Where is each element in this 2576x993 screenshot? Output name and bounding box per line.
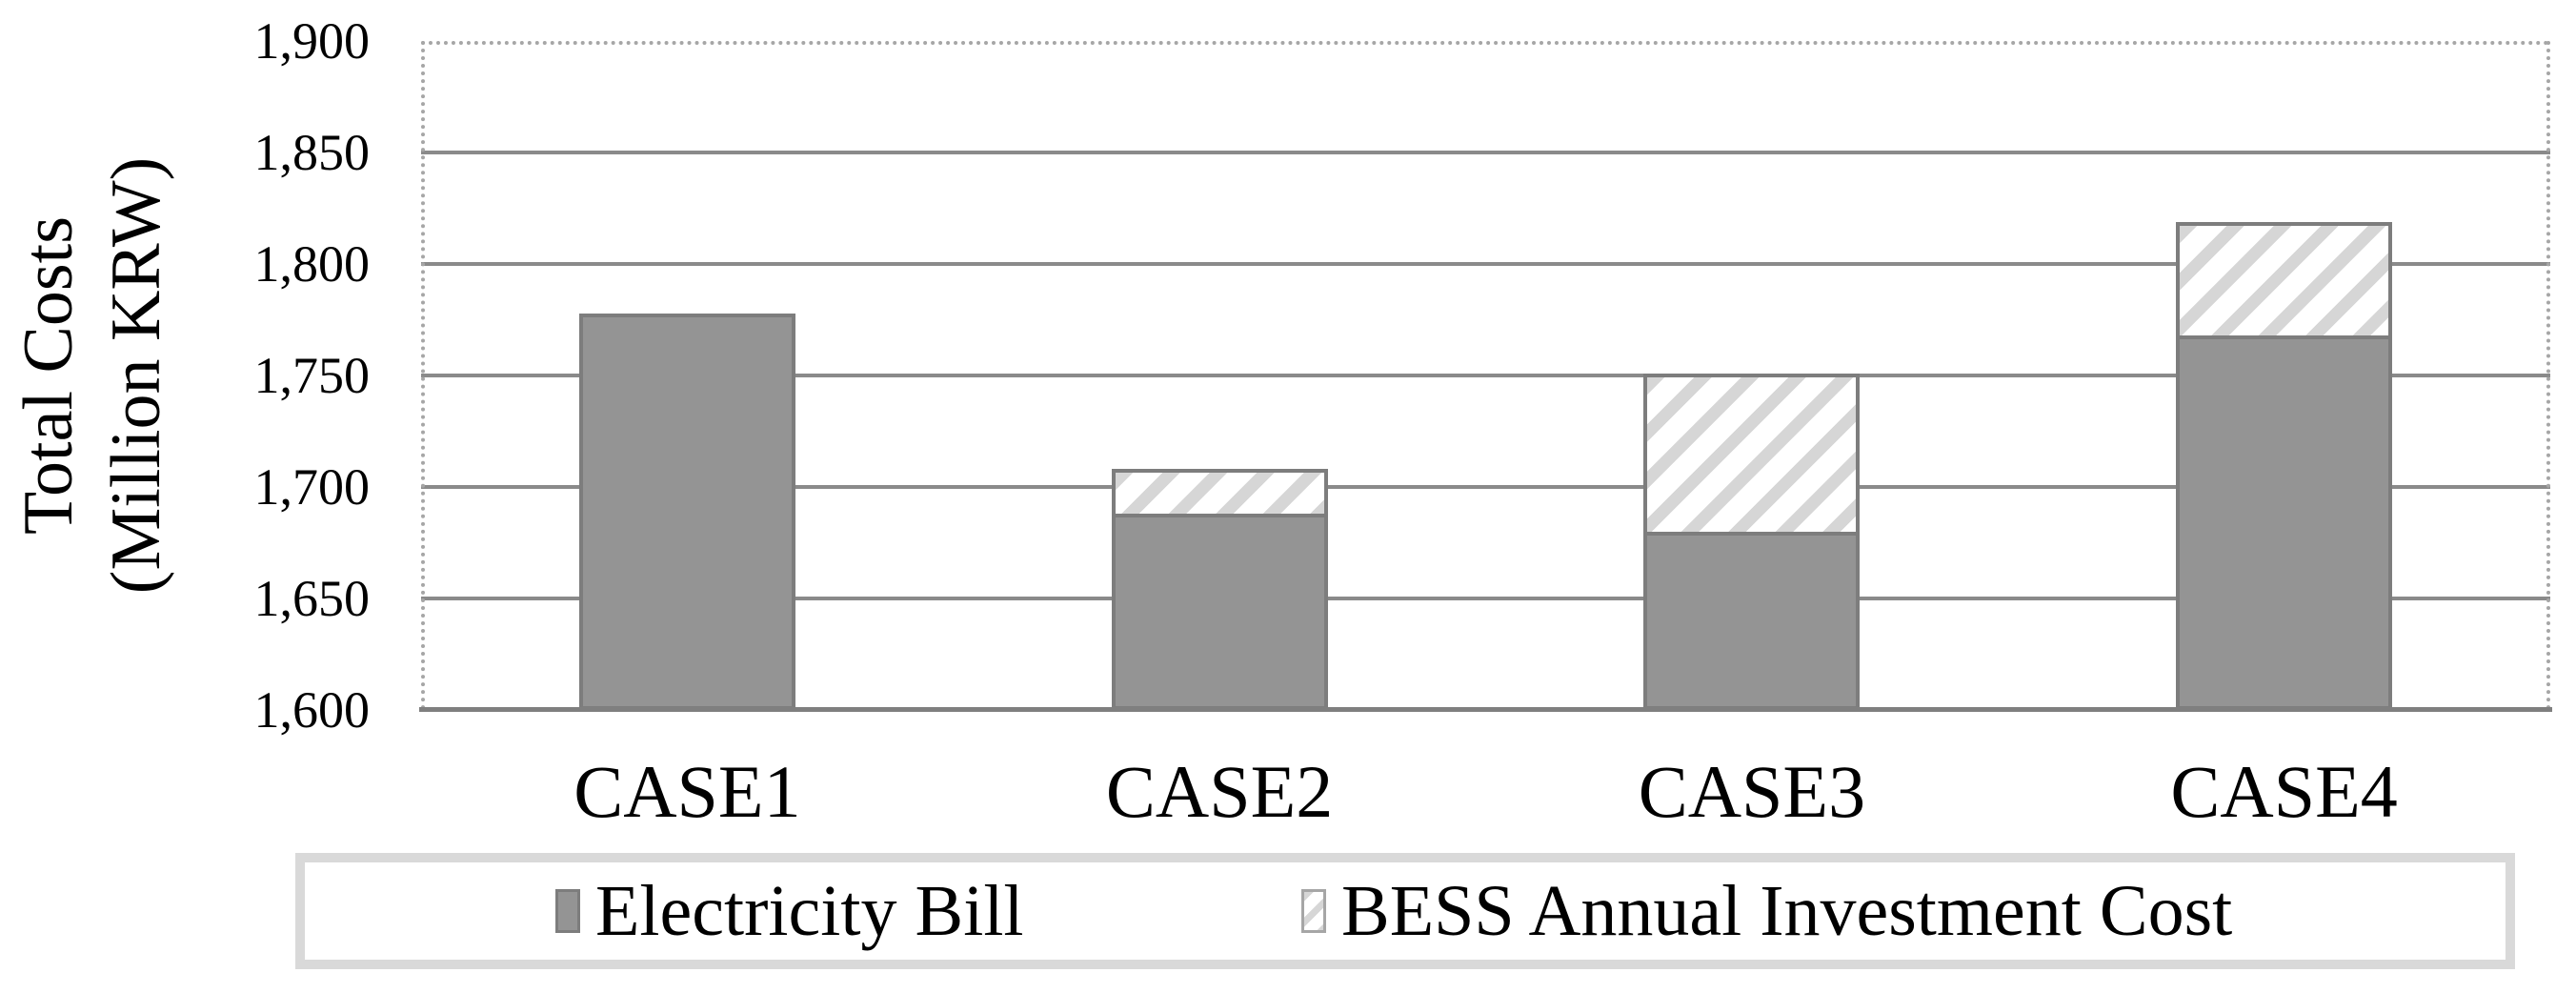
y-axis-title-line1: Total Costs [10,215,88,536]
bar-segment-bess-CASE3 [1643,373,1861,536]
y-tick-label: 1,850 [253,124,371,181]
legend-item-electricity-bill: Electricity Bill [555,862,1024,960]
bar-segment-electricity-CASE2 [1111,514,1328,710]
legend-label-electricity-bill: Electricity Bill [595,871,1024,951]
bar-segment-bess-CASE2 [1111,469,1328,518]
gridline [421,151,2550,154]
bar-segment-electricity-CASE1 [578,313,795,710]
bar-segment-bess-CASE4 [2176,221,2393,339]
bar-segment-electricity-CASE3 [1643,531,1861,710]
y-tick-label: 1,900 [253,12,371,70]
gridline [421,485,2550,489]
y-tick-label: 1,700 [253,458,371,516]
legend-swatch-solid-icon [555,889,580,933]
gridline [421,262,2550,266]
legend-item-bess-cost: BESS Annual Investment Cost [1301,862,2232,960]
x-category-label: CASE2 [1105,750,1334,833]
y-tick-label: 1,650 [253,570,371,627]
gridline [421,374,2550,377]
gridline [421,597,2550,600]
x-category-label: CASE1 [574,750,801,833]
legend-swatch-hatch-icon [1301,889,1326,933]
bar-segment-electricity-CASE4 [2176,334,2393,710]
y-tick-label: 1,750 [253,347,371,404]
legend: Electricity Bill BESS Annual Investment … [295,853,2515,969]
legend-label-bess-cost: BESS Annual Investment Cost [1341,871,2233,951]
y-tick-label: 1,800 [253,235,371,293]
x-category-label: CASE3 [1638,750,1866,833]
x-category-label: CASE4 [2170,750,2398,833]
x-axis-line [419,707,2552,712]
y-tick-label: 1,600 [253,681,371,739]
